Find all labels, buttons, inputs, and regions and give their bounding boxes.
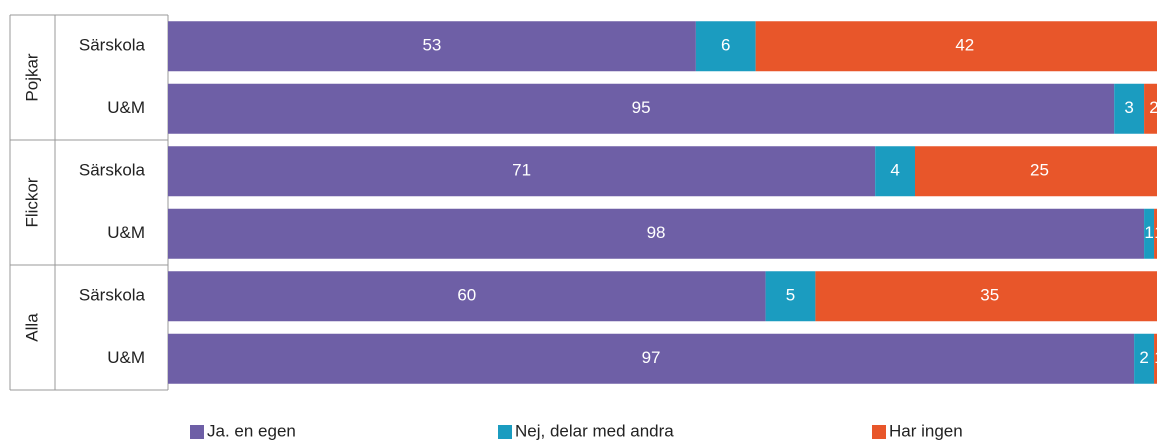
bar-label: 71 [512, 161, 531, 180]
bar-label: 1 [1154, 223, 1157, 242]
bar-segment [815, 271, 1157, 322]
category-label: U&M [107, 348, 145, 367]
bar-label: 98 [647, 223, 666, 242]
group-label: Flickor [22, 177, 41, 227]
bar-segment [1154, 208, 1157, 259]
bar-segment [755, 21, 1157, 72]
bar-label: 1 [1144, 223, 1153, 242]
bar-segment [168, 146, 876, 197]
legend-swatch [872, 425, 886, 439]
bar-segment [168, 83, 1115, 134]
bar-segment [695, 21, 756, 72]
bar-label: 60 [457, 286, 476, 305]
bar-segment [765, 271, 816, 322]
bar-segment [1144, 83, 1157, 134]
bar-segment [1154, 333, 1157, 384]
bar-label: 2 [1149, 98, 1157, 117]
category-label: Särskola [79, 161, 146, 180]
bar-segment [1134, 333, 1155, 384]
category-label: Särskola [79, 36, 146, 55]
bar-label: 42 [955, 36, 974, 55]
bar-label: 5 [786, 286, 795, 305]
bar-label: 35 [980, 286, 999, 305]
legend-swatch [190, 425, 204, 439]
category-label: U&M [107, 98, 145, 117]
bar-label: 53 [422, 36, 441, 55]
legend-label: Ja. en egen [207, 421, 296, 440]
category-label: U&M [107, 223, 145, 242]
category-label: Särskola [79, 286, 146, 305]
legend-swatch [498, 425, 512, 439]
bar-label: 2 [1139, 348, 1148, 367]
bar-label: 95 [632, 98, 651, 117]
group-label: Pojkar [22, 53, 41, 102]
bar-label: 4 [890, 161, 899, 180]
bar-segment [168, 271, 766, 322]
bar-segment [168, 21, 696, 72]
bar-segment [168, 208, 1145, 259]
bar-segment [875, 146, 915, 197]
bar-label: 3 [1124, 98, 1133, 117]
legend-label: Har ingen [889, 421, 963, 440]
bar-segment [1114, 83, 1145, 134]
bar-label: 1 [1154, 348, 1157, 367]
bar-label: 25 [1030, 161, 1049, 180]
bar-segment [915, 146, 1157, 197]
bar-label: 6 [721, 36, 730, 55]
legend-label: Nej, delar med andra [515, 421, 674, 440]
bar-segment [168, 333, 1135, 384]
bar-label: 97 [642, 348, 661, 367]
group-label: Alla [22, 313, 41, 342]
bar-segment [1144, 208, 1155, 259]
